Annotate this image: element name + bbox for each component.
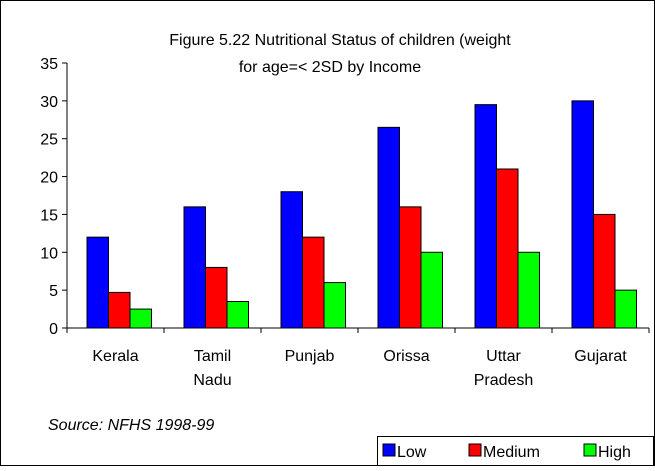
- legend-swatch: [468, 443, 482, 457]
- bar: [129, 308, 152, 329]
- bar: [474, 104, 497, 329]
- bar: [420, 251, 443, 329]
- chart-title: Figure 5.22 Nutritional Status of childr…: [169, 32, 511, 49]
- x-tick-label: Orissa: [383, 348, 429, 365]
- legend-box: [377, 436, 654, 466]
- bar: [183, 206, 206, 329]
- x-tick-label: Tamil Nadu: [193, 348, 231, 389]
- source-note: Source: NFHS 1998-99: [48, 417, 214, 434]
- bar: [205, 266, 228, 329]
- y-tick-label: 0: [49, 321, 58, 338]
- chart-title: for age=< 2SD by Income: [239, 59, 421, 76]
- bar: [517, 251, 540, 329]
- bar: [571, 100, 594, 329]
- bar: [496, 168, 519, 329]
- bar: [280, 191, 303, 329]
- legend-label: Medium: [483, 444, 540, 461]
- legend-swatch: [382, 443, 396, 457]
- y-tick-label: 10: [40, 245, 58, 262]
- legend-swatch: [583, 443, 597, 457]
- y-tick-label: 20: [40, 170, 58, 187]
- bar: [593, 213, 616, 329]
- legend-label: Low: [397, 444, 427, 461]
- bar: [302, 236, 325, 329]
- legend-label: High: [598, 444, 631, 461]
- y-tick-label: 5: [49, 283, 58, 300]
- bar: [226, 301, 249, 329]
- x-tick-label: Kerala: [92, 348, 138, 365]
- y-tick-label: 25: [40, 132, 58, 149]
- bar: [399, 206, 422, 329]
- x-tick-label: Uttar Pradesh: [474, 348, 534, 389]
- y-tick-label: 35: [40, 56, 58, 73]
- bar: [614, 289, 637, 329]
- y-tick-label: 30: [40, 94, 58, 111]
- y-tick-label: 15: [40, 207, 58, 224]
- bar: [86, 236, 109, 329]
- bar: [323, 282, 346, 329]
- x-tick-label: Punjab: [285, 348, 335, 365]
- x-tick-label: Gujarat: [574, 348, 627, 365]
- bar: [108, 291, 131, 329]
- bar: [377, 126, 400, 329]
